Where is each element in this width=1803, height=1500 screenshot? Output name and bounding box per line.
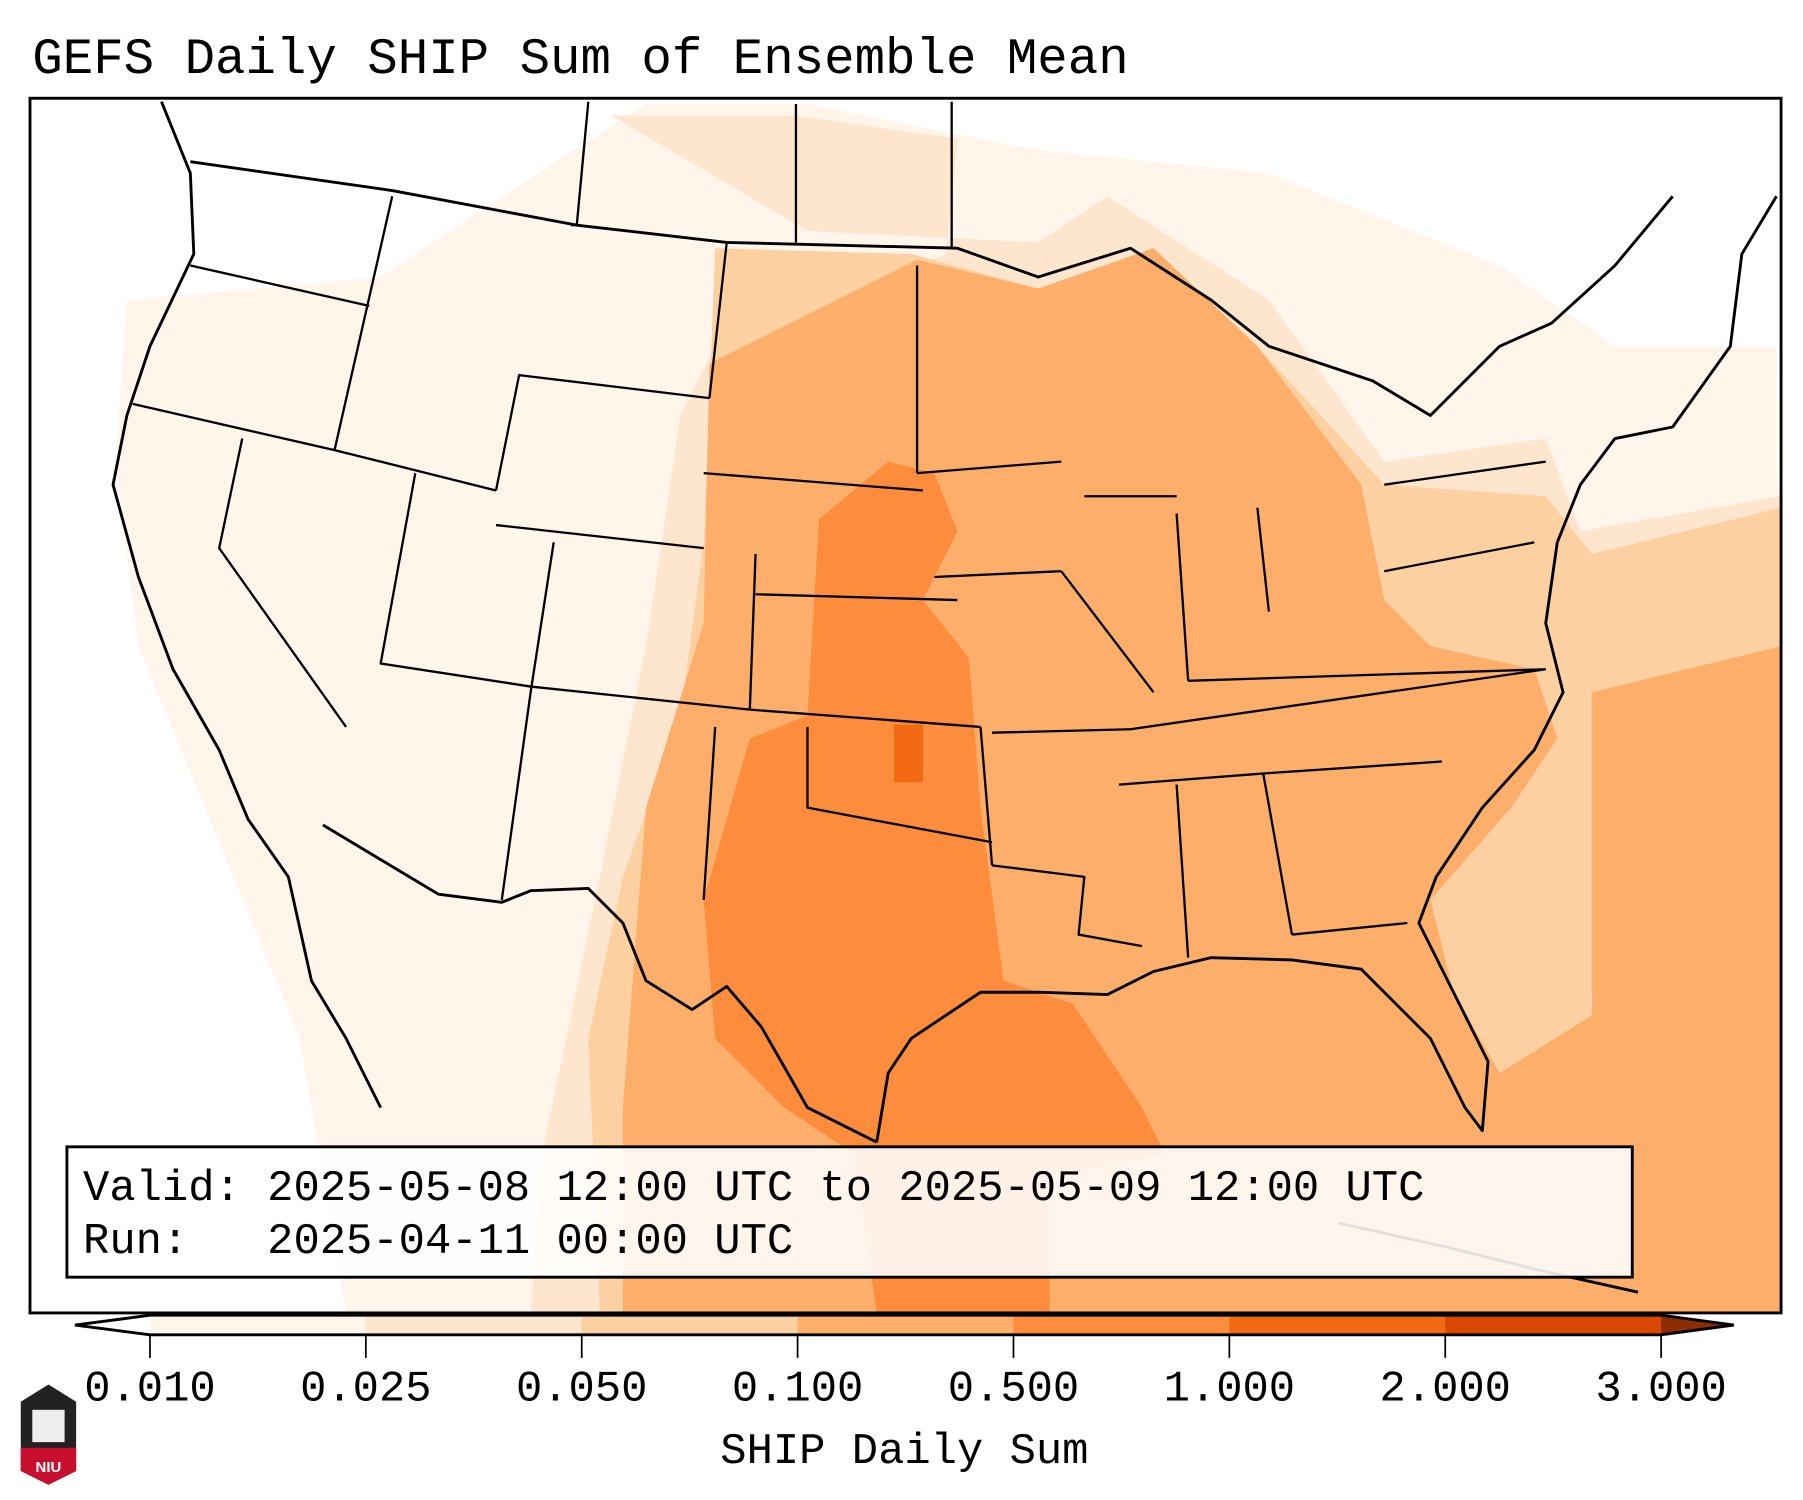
colorbar-tick-label: 0.500 [948, 1366, 1080, 1415]
colorbar-bin [1229, 1315, 1446, 1335]
state-borders [132, 101, 1546, 958]
colorbar-tick-label: 0.100 [732, 1366, 864, 1415]
run-time: Run: 2025-04-11 00:00 UTC [83, 1218, 793, 1267]
mexico-border [322, 823, 878, 1144]
west-coast [111, 101, 382, 1109]
valid-time: Valid: 2025-05-08 12:00 UTC to 2025-05-0… [83, 1165, 1424, 1214]
map-frame [28, 96, 1783, 1315]
shade-0.5-1.0 [703, 461, 1166, 1313]
colorbar-tick-label: 2.000 [1379, 1366, 1511, 1415]
info-box: Valid: 2025-05-08 12:00 UTC to 2025-05-0… [65, 1145, 1634, 1279]
colorbar-tick-label: 0.050 [516, 1366, 648, 1415]
colorbar-label: SHIP Daily Sum [720, 1428, 1088, 1477]
colorbar-bin [581, 1315, 799, 1335]
colorbar-tick-label: 3.000 [1595, 1366, 1727, 1415]
colorbar-extend-over [1661, 1315, 1734, 1335]
map: Valid: 2025-05-08 12:00 UTC to 2025-05-0… [29, 98, 1782, 1313]
colorbar-bin [149, 1315, 367, 1335]
colorbar-bin [1445, 1315, 1662, 1335]
niu-logo: NIU [20, 1384, 77, 1485]
colorbar-bin [1013, 1315, 1230, 1335]
logo-text: NIU [36, 1459, 62, 1476]
colorbar-extend-under [74, 1315, 150, 1335]
colorbar-tick-label: 1.000 [1164, 1366, 1296, 1415]
canada-border [190, 160, 1674, 417]
colorbar-tick-label: 0.025 [300, 1366, 432, 1415]
shade-1.0-2.0 [894, 724, 923, 783]
colorbar: 0.010 0.025 0.050 0.100 0.500 1.000 2.000 3.000 [74, 1313, 1734, 1415]
chart-title: GEFS Daily SHIP Sum of Ensemble Mean [32, 32, 1128, 89]
colorbar-bin [365, 1315, 583, 1335]
colorbar-tick-label: 0.010 [84, 1366, 216, 1415]
colorbar-bin [797, 1315, 1015, 1335]
gulf-coast [875, 195, 1778, 1143]
